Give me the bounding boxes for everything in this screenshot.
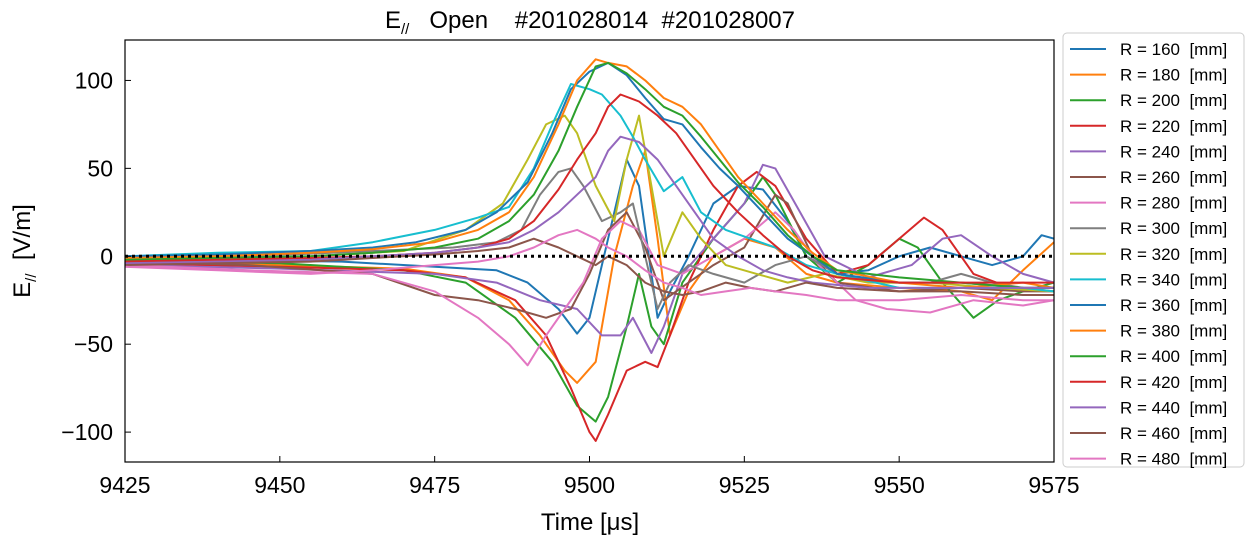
x-tick-label: 9525 [719,472,770,498]
series-line-12 [125,58,1054,289]
legend-label-1: R = 160 [mm] [1120,40,1227,59]
series-line-1 [125,158,1054,335]
series-line-13 [125,61,1054,289]
x-tick-label: 9550 [874,472,925,498]
y-axis-label-subscript: // [23,273,40,282]
legend-label-17: R = 480 [mm] [1120,450,1227,469]
x-tick-label: 9425 [99,472,150,498]
legend-label-11: R = 360 [mm] [1120,296,1227,315]
legend-label-8: R = 300 [mm] [1120,219,1227,238]
y-tick-label: 0 [100,243,113,269]
series-line-17 [125,228,1054,302]
legend-label-10: R = 340 [mm] [1120,270,1227,289]
series-line-7 [125,211,1054,367]
legend-label-7: R = 280 [mm] [1120,194,1227,213]
x-tick-label: 9475 [409,472,460,498]
x-tick-label: 9450 [254,472,305,498]
x-tick-label: 9500 [564,472,615,498]
series-line-6 [125,193,1054,319]
y-axis-label-main: E [9,282,36,298]
chart-title-subscript: // [401,21,410,38]
legend-label-12: R = 380 [mm] [1120,322,1227,341]
chart-title: E// Open #201028014 #201028007 [385,7,795,38]
y-axis-label-rest: [V/m] [9,204,36,273]
y-tick-label: 50 [87,155,113,181]
legend-label-13: R = 400 [mm] [1120,347,1227,366]
legend-label-6: R = 260 [mm] [1120,168,1227,187]
x-axis-ticks: 9425 9450 9475 9500 9525 9550 9575 [99,456,1080,498]
legend-label-3: R = 200 [mm] [1120,91,1227,110]
legend: R = 160 [mm] R = 180 [mm] R = 200 [mm] R = … [1062,32,1245,469]
legend-label-16: R = 460 [mm] [1120,424,1227,443]
legend-label-14: R = 420 [mm] [1120,373,1227,392]
legend-label-9: R = 320 [mm] [1120,245,1227,264]
x-tick-label: 9575 [1028,472,1079,498]
y-tick-label: −100 [61,419,113,445]
x-axis-label: Time [μs] [541,509,639,536]
series-line-11 [125,61,1054,289]
y-tick-label: 100 [75,67,113,93]
series-line-4 [125,170,1054,442]
series-line-15 [125,135,1054,289]
legend-label-4: R = 220 [mm] [1120,117,1227,136]
y-tick-label: −50 [74,331,113,357]
series-line-10 [125,83,1054,293]
chart-title-rest: Open #201028014 #201028007 [409,7,795,34]
legend-label-2: R = 180 [mm] [1120,66,1227,85]
y-axis-label: E// [V/m] [9,204,40,298]
series-line-16 [125,237,1054,296]
legend-label-15: R = 440 [mm] [1120,398,1227,417]
chart-title-main: E [385,7,401,34]
plot-area: 9425 9450 9475 9500 9525 9550 9575 −100 −50 0 50 1… [61,39,1080,498]
y-axis-ticks: −100 −50 0 50 100 [61,67,131,445]
legend-frame [1062,32,1245,468]
legend-label-5: R = 240 [mm] [1120,142,1227,161]
series-group [125,58,1054,442]
